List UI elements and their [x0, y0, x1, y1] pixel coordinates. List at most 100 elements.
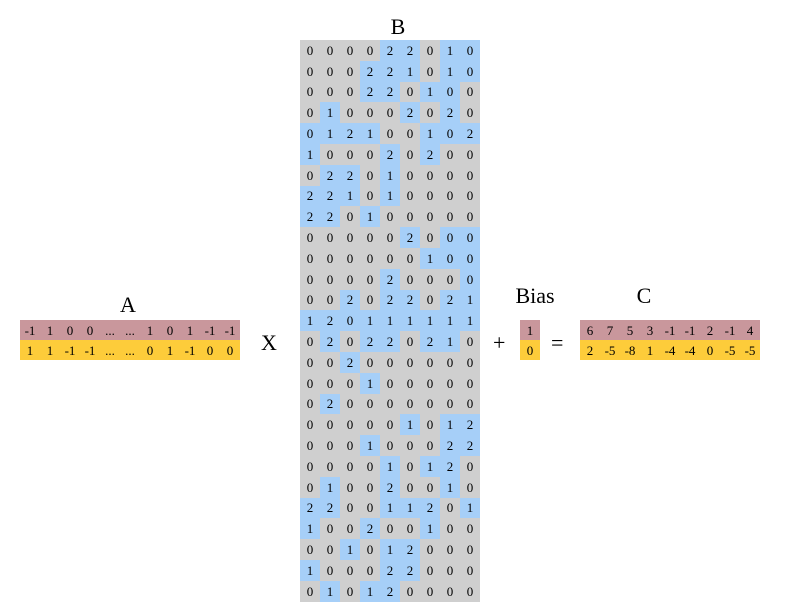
- matrix-b-cell: 0: [320, 247, 340, 269]
- bias-cell: 0: [520, 340, 540, 360]
- matrix-b-cell: 0: [340, 247, 360, 269]
- matrix-a-cell: 1: [20, 340, 40, 360]
- matrix-b-cell: 0: [360, 476, 380, 498]
- matrix-b-cell: 0: [420, 372, 440, 394]
- matrix-b-cell: 0: [440, 185, 460, 207]
- matrix-b-cell: 0: [440, 580, 460, 602]
- matrix-b-cell: 0: [380, 435, 400, 456]
- multiply-operator: X: [261, 330, 277, 355]
- matrix-b-cell: 0: [360, 414, 380, 436]
- matrix-b-cell: 0: [460, 455, 480, 477]
- equals-operator: =: [551, 330, 564, 355]
- matrix-b-cell: 1: [440, 331, 460, 352]
- matrix-b-cell: 0: [320, 40, 340, 61]
- matrix-b-cell: 2: [440, 102, 460, 124]
- matrix-b-cell: 0: [300, 247, 320, 269]
- matrix-b-cell: 0: [300, 331, 320, 352]
- matrix-b-cell: 0: [460, 185, 480, 207]
- matrix-b-cell: 0: [300, 539, 320, 560]
- matrix-b-cell: 0: [320, 518, 340, 540]
- matrix-a-cell: -1: [180, 340, 200, 360]
- matrix-b-cell: 0: [400, 476, 420, 498]
- matrix-b-cell: 0: [420, 164, 440, 186]
- matrix-b-cell: 2: [380, 580, 400, 602]
- matrix-a-cell: ...: [120, 320, 140, 340]
- matrix-b-cell: 0: [400, 331, 420, 352]
- matrix-b-cell: 0: [320, 227, 340, 248]
- matrix-b-cell: 1: [360, 435, 380, 456]
- matrix-b-cell: 0: [300, 102, 320, 124]
- matrix-b-cell: 0: [340, 455, 360, 477]
- matrix-b-cell: 0: [420, 227, 440, 248]
- matrix-b-cell: 0: [400, 143, 420, 165]
- matrix-b-cell: 2: [320, 185, 340, 207]
- matrix-a-cell: 1: [180, 320, 200, 340]
- matrix-a-cell: 1: [160, 340, 180, 360]
- matrix-b-cell: 0: [380, 102, 400, 124]
- matrix-a-cell: 0: [60, 320, 80, 340]
- matrix-b-cell: 2: [340, 289, 360, 311]
- matrix-b-cell: 0: [340, 206, 360, 228]
- matrix-b-cell: 0: [460, 60, 480, 82]
- matrix-b-cell: 0: [400, 351, 420, 373]
- matrix-b-cell: 2: [400, 40, 420, 61]
- matrix-b-cell: 1: [400, 310, 420, 332]
- matrix-b-cell: 1: [460, 310, 480, 332]
- bias-row: 0: [520, 340, 540, 360]
- matrix-b-cell: 0: [460, 393, 480, 415]
- matrix-b-cell: 2: [380, 331, 400, 352]
- matrix-c-cell: 1: [640, 340, 660, 360]
- matrix-b-cell: 0: [340, 268, 360, 290]
- matrix-b-cell: 0: [320, 455, 340, 477]
- matrix-b-cell: 0: [440, 497, 460, 519]
- matrix-b-cell: 0: [340, 102, 360, 124]
- matrix-b-cell: 0: [300, 414, 320, 436]
- matrix-b-cell: 1: [360, 372, 380, 394]
- matrix-b-cell: 2: [320, 310, 340, 332]
- matrix-b-cell: 0: [360, 351, 380, 373]
- matrix-b-cell: 0: [320, 351, 340, 373]
- matrix-b-cell: 0: [340, 40, 360, 61]
- matrix-b-cell: 2: [400, 559, 420, 581]
- matrix-b-cell: 0: [340, 81, 360, 103]
- matrix-b-cell: 0: [340, 497, 360, 519]
- matrix-b-cell: 2: [320, 164, 340, 186]
- matrix-b-cell: 1: [300, 559, 320, 581]
- matrix-b-cell: 1: [440, 310, 460, 332]
- matrix-b-cell: 0: [400, 518, 420, 540]
- matrix-b-cell: 0: [320, 289, 340, 311]
- matrix-b-cell: 1: [420, 123, 440, 144]
- matrix-b-cell: 2: [440, 455, 460, 477]
- matrix-b-cell: 2: [380, 289, 400, 311]
- matrix-b-cell: 0: [360, 393, 380, 415]
- matrix-c-cell: -5: [600, 340, 620, 360]
- matrix-b-cell: 0: [440, 206, 460, 228]
- matrix-b-cell: 0: [340, 143, 360, 165]
- matrix-b-cell: 0: [420, 435, 440, 456]
- matrix-b-cell: 1: [440, 60, 460, 82]
- matrix-b-cell: 0: [440, 123, 460, 144]
- label-bias: Bias: [515, 283, 555, 308]
- matrix-b-cell: 0: [300, 289, 320, 311]
- matrix-b-cell: 0: [460, 40, 480, 61]
- matrix-c-cell: -4: [680, 340, 700, 360]
- matrix-b-cell: 0: [440, 164, 460, 186]
- matrix-b-cell: 0: [380, 393, 400, 415]
- matrix-b-cell: 0: [460, 331, 480, 352]
- matrix-a-cell: 0: [140, 340, 160, 360]
- matrix-b-cell: 0: [460, 227, 480, 248]
- matrix-b-cell: 1: [380, 185, 400, 207]
- matrix-b-cell: 0: [360, 102, 380, 124]
- matrix-b-cell: 0: [360, 40, 380, 61]
- matrix-b-cell: 0: [340, 476, 360, 498]
- matrix-b-cell: 1: [340, 185, 360, 207]
- matrix-a-cell: 1: [40, 340, 60, 360]
- label-c: C: [636, 283, 652, 308]
- label-b: B: [390, 14, 406, 39]
- matrix-b-cell: 0: [360, 289, 380, 311]
- matrix-c-cell: 2: [700, 320, 720, 340]
- matrix-b-cell: 0: [400, 206, 420, 228]
- matrix-b-cell: 1: [320, 476, 340, 498]
- matrix-c-cell: -4: [660, 340, 680, 360]
- matrix-b-cell: 0: [360, 455, 380, 477]
